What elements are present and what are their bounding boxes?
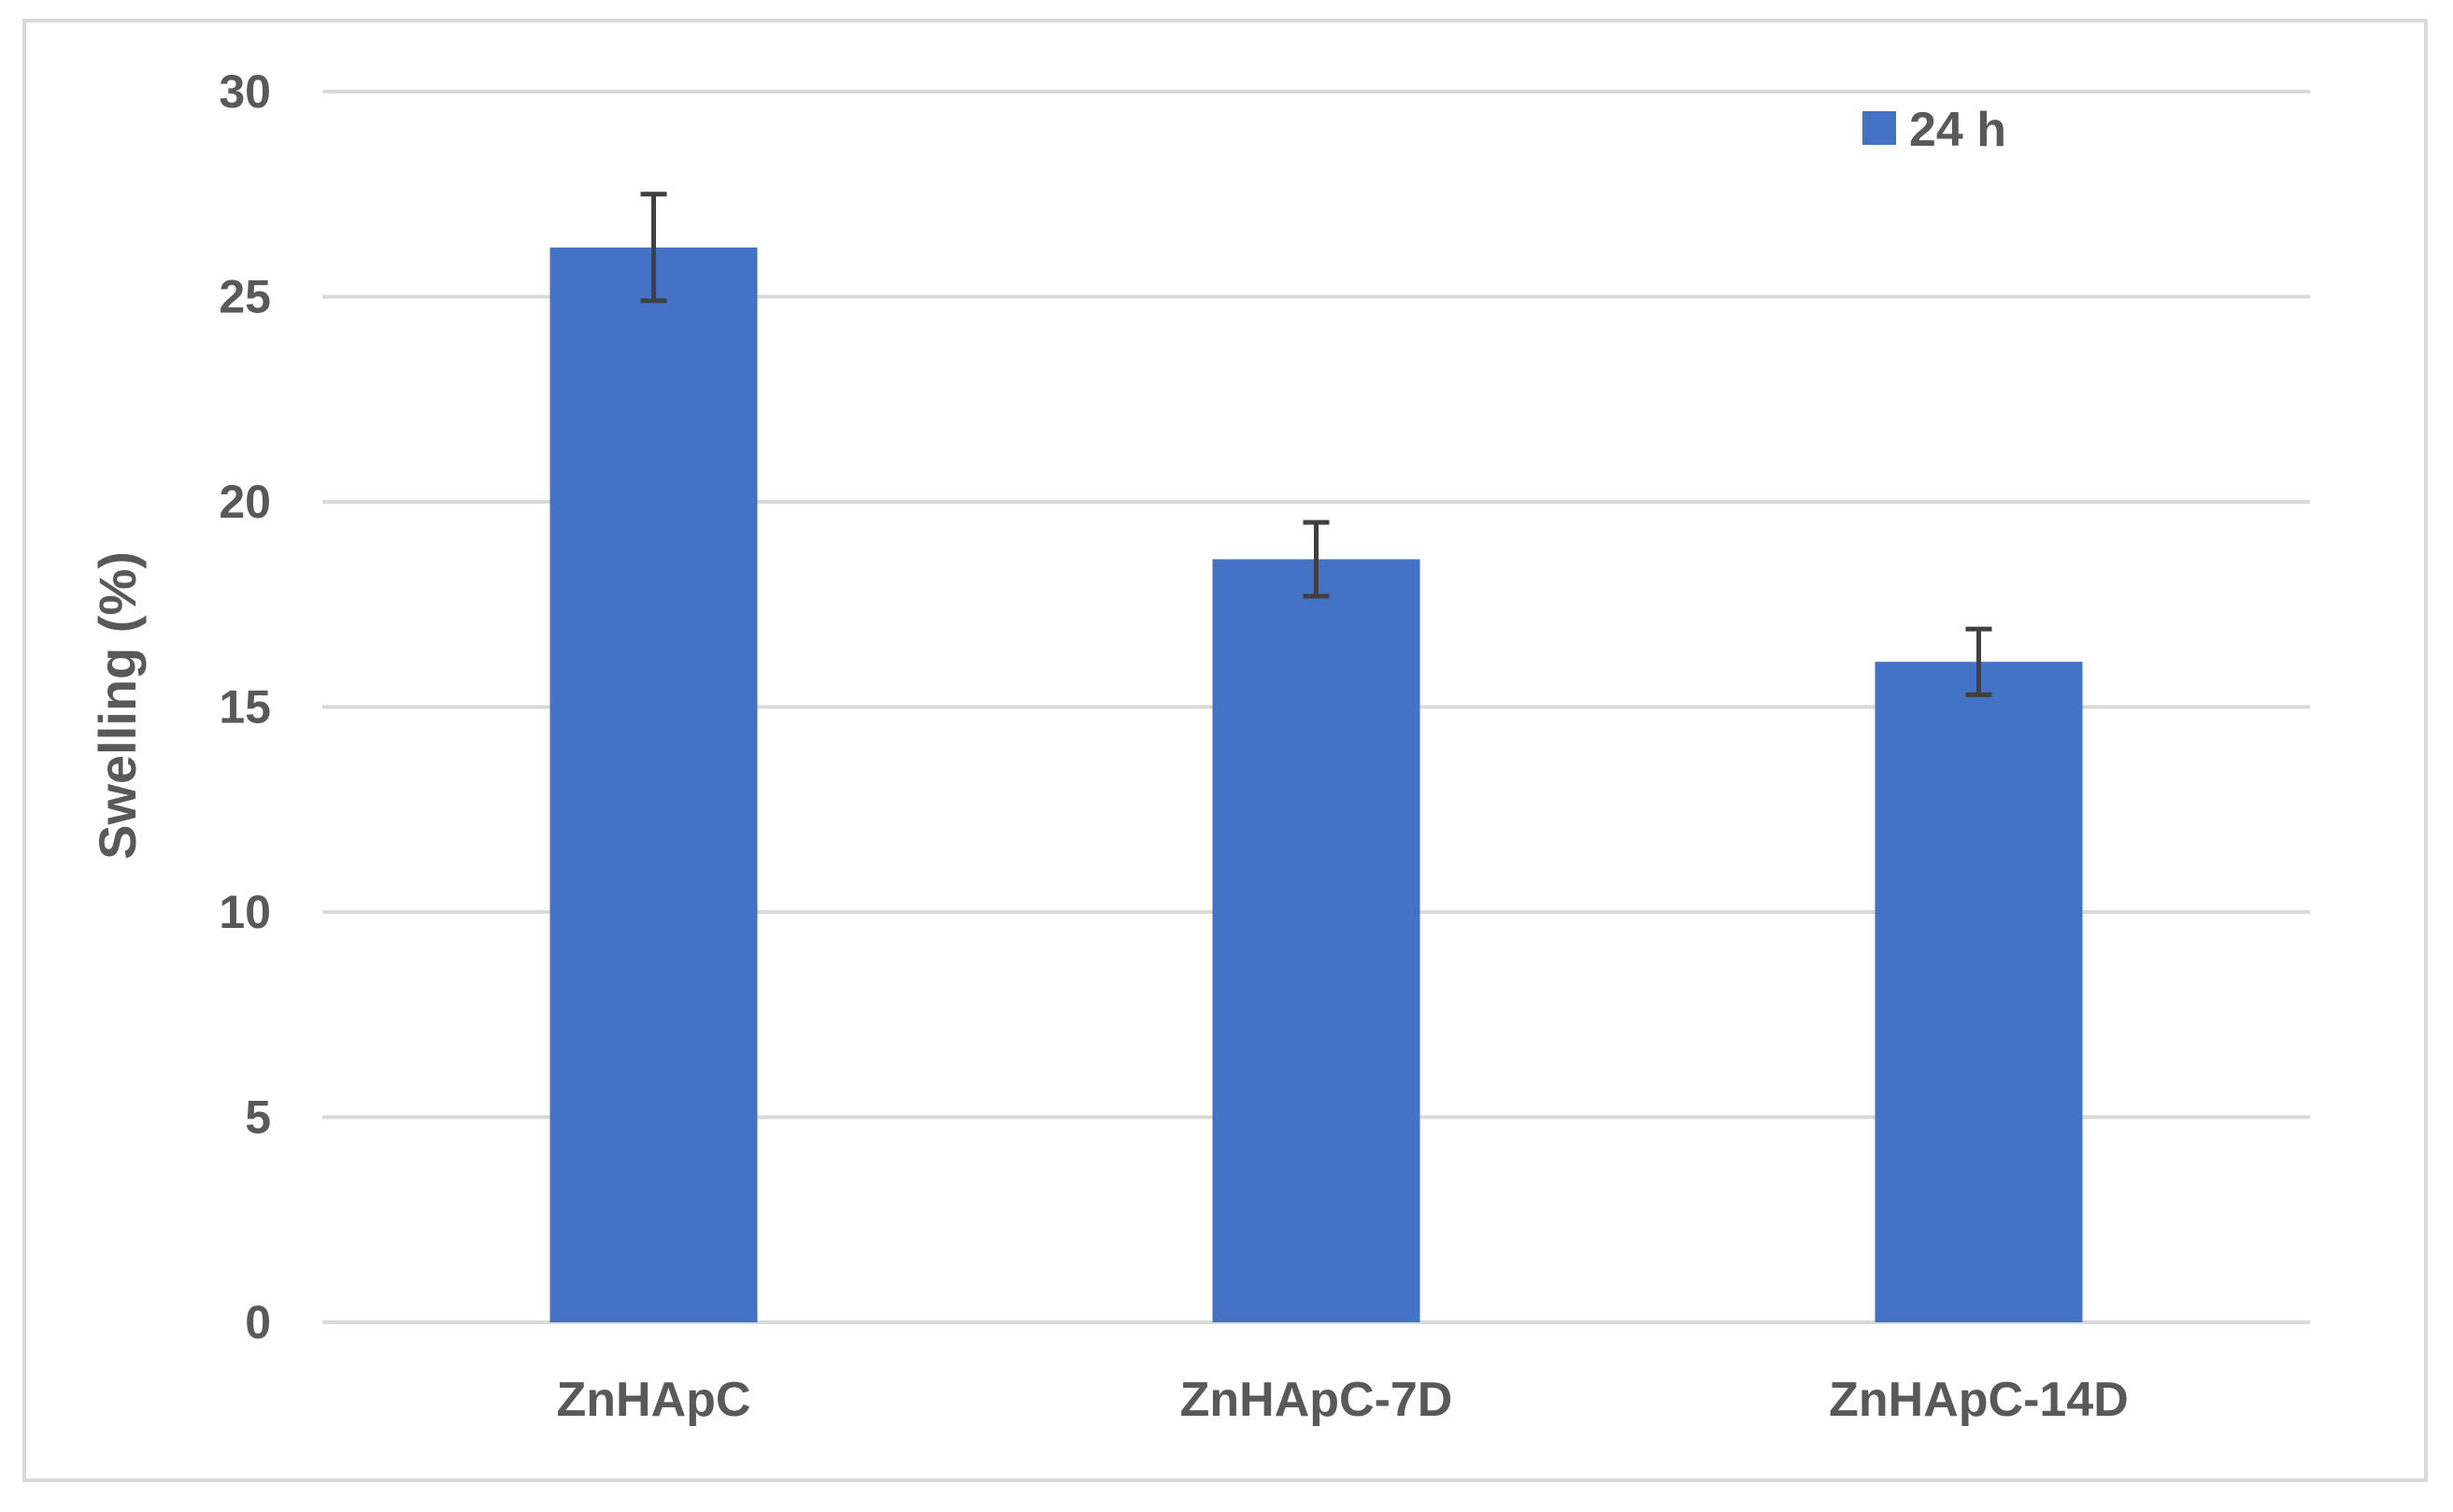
- x-tick-label-ZnHApC-14D: ZnHApC-14D: [1829, 1373, 2129, 1427]
- x-tick-labels: ZnHApC ZnHApC-7D ZnHApC-14D: [557, 1373, 2129, 1427]
- x-tick-label-ZnHApC-7D: ZnHApC-7D: [1180, 1373, 1453, 1427]
- y-tick-labels: 0 5 10 15 20 25 30: [219, 65, 271, 1348]
- x-tick-label-ZnHApC: ZnHApC: [557, 1373, 751, 1427]
- error-bars: [640, 192, 1992, 697]
- y-tick-label-30: 30: [219, 65, 271, 118]
- y-tick-label-10: 10: [219, 886, 271, 938]
- y-tick-label-0: 0: [245, 1296, 271, 1348]
- bar-ZnHApC: [549, 247, 758, 1322]
- y-tick-label-15: 15: [219, 681, 271, 734]
- y-tick-label-25: 25: [219, 271, 271, 323]
- legend-label: 24 h: [1909, 103, 2006, 157]
- legend-swatch: [1862, 111, 1896, 145]
- bar-ZnHApC-14D: [1875, 662, 2083, 1322]
- bars: [549, 247, 2083, 1322]
- y-axis-title: Swelling (%): [88, 551, 147, 860]
- y-tick-label-20: 20: [219, 476, 271, 528]
- bar-ZnHApC-7D: [1212, 559, 1420, 1322]
- y-tick-label-5: 5: [245, 1091, 271, 1144]
- legend: 24 h: [1862, 103, 2006, 157]
